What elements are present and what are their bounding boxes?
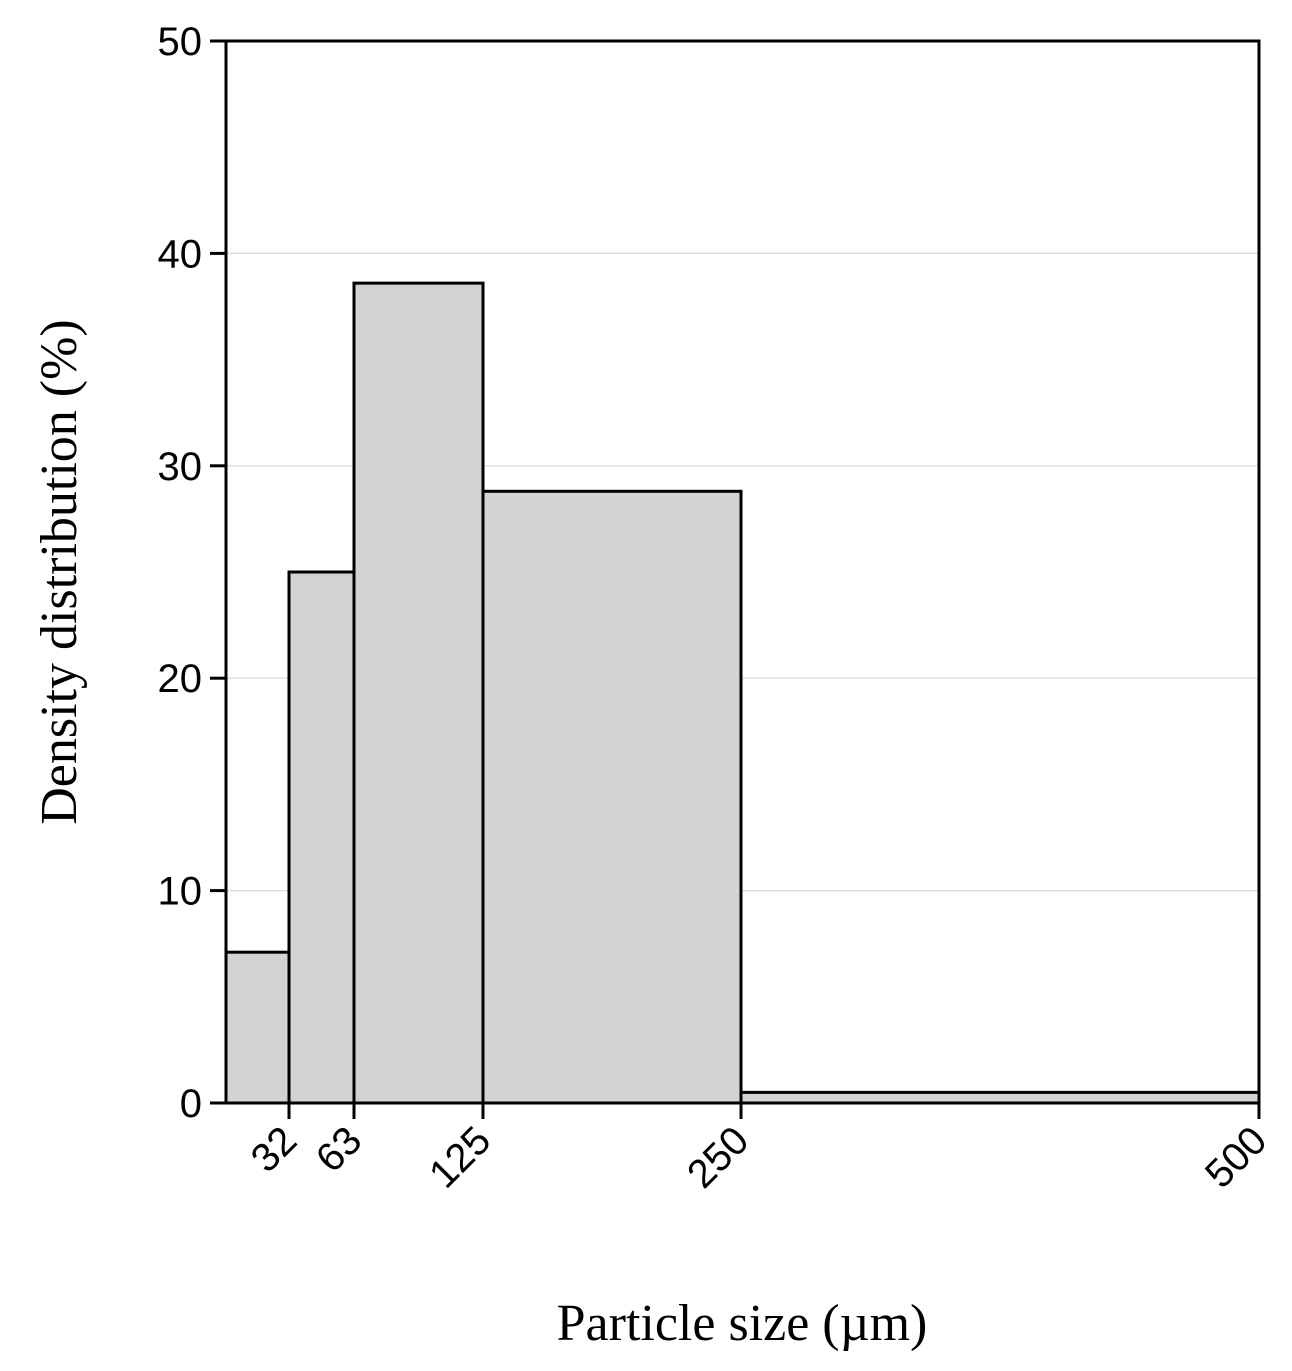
- x-axis-title: Particle size (µm): [557, 1295, 928, 1352]
- y-tick-label: 10: [158, 870, 203, 914]
- histogram-bar: [287, 570, 356, 1105]
- y-tick-label: 40: [158, 232, 203, 276]
- histogram-bar: [224, 950, 291, 1105]
- bars: [224, 281, 1261, 1105]
- histogram-bar: [481, 489, 743, 1105]
- histogram-bar: [352, 281, 485, 1105]
- axes: [210, 39, 1261, 1119]
- histogram-bar: [739, 1090, 1261, 1105]
- y-tick-label: 30: [158, 445, 203, 489]
- y-axis-title: Density distribution (%): [31, 319, 88, 825]
- y-tick-label: 20: [158, 657, 203, 701]
- y-tick-label: 0: [180, 1082, 202, 1126]
- y-tick-label: 50: [158, 20, 203, 64]
